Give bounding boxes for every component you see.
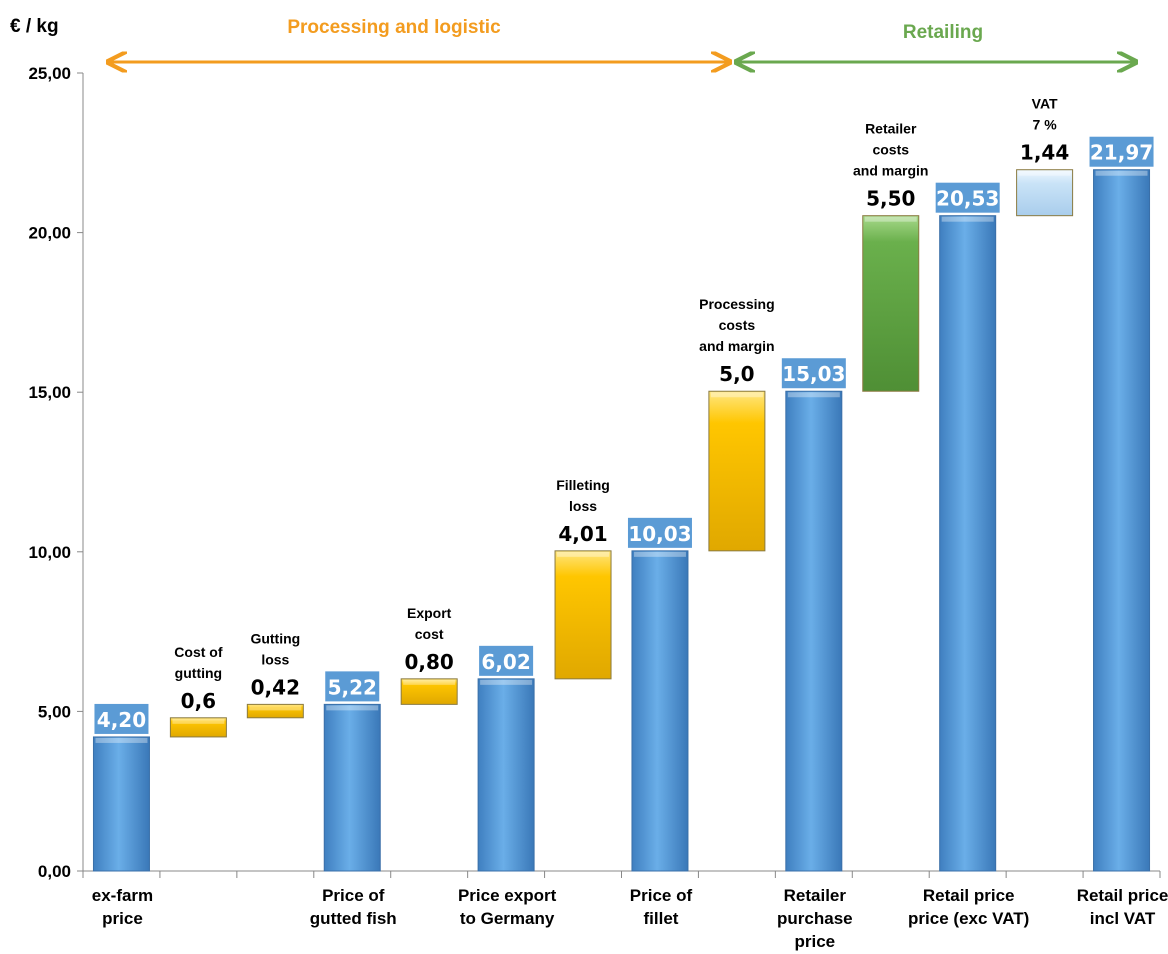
category-label: purchase — [777, 909, 853, 928]
bar-highlight — [249, 705, 302, 711]
bar — [708, 390, 766, 552]
bar-highlight — [95, 737, 148, 743]
bar — [631, 550, 689, 872]
step-annotation: and margin — [853, 163, 928, 179]
category-label: gutted fish — [310, 909, 397, 928]
step-annotation: loss — [261, 651, 289, 667]
value-label: 0,42 — [251, 675, 300, 699]
value-label: 5,22 — [328, 675, 377, 699]
value-label-box — [781, 358, 846, 389]
bars — [92, 169, 1151, 872]
bar-highlight — [633, 551, 686, 557]
section-retailing: Retailing — [736, 22, 1136, 62]
step-annotation: Export — [407, 605, 452, 621]
step-annotation: costs — [872, 142, 909, 158]
category-label: Retail price — [1077, 886, 1168, 905]
category-label: to Germany — [460, 909, 555, 928]
bar-highlight — [787, 392, 840, 398]
bar — [169, 717, 227, 738]
bar — [246, 703, 304, 719]
bar-highlight — [1018, 170, 1071, 176]
step-annotation: loss — [569, 498, 597, 514]
bar-highlight — [326, 705, 379, 711]
y-tick-label: 10,00 — [28, 543, 71, 562]
labels: 4,20 ex-farm price 0,6 Cost of gutting 0,42 Gut… — [92, 96, 1168, 951]
step-annotation: Retailer — [865, 121, 917, 137]
bar — [862, 215, 920, 392]
value-label-box — [627, 517, 692, 548]
section-processing: Processing and logistic — [108, 17, 730, 62]
bar — [323, 703, 381, 872]
bar-highlight — [1095, 170, 1148, 176]
bar-highlight — [864, 216, 917, 222]
y-tick-label: 5,00 — [38, 702, 71, 721]
value-label: 10,03 — [628, 522, 691, 546]
bar-highlight — [557, 551, 610, 557]
value-label: 1,44 — [1020, 141, 1069, 165]
step-annotation: Filleting — [556, 477, 610, 493]
value-label: 0,6 — [181, 689, 216, 713]
value-label-box — [479, 645, 534, 676]
value-label-box — [94, 703, 149, 734]
step-annotation: costs — [719, 317, 756, 333]
value-label-box — [1089, 136, 1154, 167]
category-label: price — [795, 932, 836, 951]
step-annotation: Gutting — [250, 630, 300, 646]
bar — [1016, 169, 1074, 217]
bar — [477, 678, 535, 872]
category-label: Retailer — [784, 886, 847, 905]
step-annotation: Processing — [699, 296, 774, 312]
category-label: Price of — [630, 886, 693, 905]
bar-highlight — [403, 679, 456, 685]
category-label: ex-farm — [92, 886, 153, 905]
value-label-box — [325, 671, 380, 702]
y-tick-label: 15,00 — [28, 383, 71, 402]
section-retailing-label: Retailing — [903, 22, 983, 43]
bar — [1093, 169, 1151, 872]
bar — [400, 678, 458, 705]
bar-highlight — [172, 718, 225, 724]
category-label: incl VAT — [1090, 909, 1156, 928]
category-label: Retail price — [923, 886, 1015, 905]
y-tick-label: 20,00 — [28, 224, 71, 243]
value-label: 15,03 — [782, 362, 845, 386]
category-label: fillet — [643, 909, 678, 928]
y-tick-label: 0,00 — [38, 862, 71, 881]
value-label: 20,53 — [936, 187, 999, 211]
category-label: price — [102, 909, 143, 928]
category-label: price (exc VAT) — [908, 909, 1029, 928]
step-annotation: VAT — [1032, 96, 1058, 112]
bar-highlight — [710, 392, 763, 398]
value-label: 4,20 — [97, 708, 146, 732]
value-label: 5,50 — [866, 187, 915, 211]
value-label: 0,80 — [404, 650, 453, 674]
category-label: Price of — [322, 886, 385, 905]
step-annotation: Cost of — [174, 644, 223, 660]
value-label: 5,0 — [719, 362, 754, 386]
axes: 0,00 5,00 10,00 15,00 20,00 25,00 — [28, 64, 1161, 881]
bar — [554, 550, 612, 680]
value-label: 21,97 — [1090, 141, 1153, 165]
value-label: 4,01 — [558, 522, 607, 546]
step-annotation: gutting — [175, 665, 222, 681]
y-tick-label: 25,00 — [28, 64, 71, 83]
section-processing-label: Processing and logistic — [287, 17, 501, 38]
category-label: Price export — [458, 886, 557, 905]
bar — [785, 390, 843, 872]
step-annotation: cost — [415, 626, 444, 642]
y-axis-unit-label: € / kg — [10, 16, 59, 37]
value-label-box — [935, 182, 1000, 213]
bar — [939, 215, 997, 872]
step-annotation: 7 % — [1033, 117, 1058, 133]
bar-highlight — [941, 216, 994, 222]
bar — [92, 736, 150, 872]
bar-highlight — [480, 679, 533, 685]
step-annotation: and margin — [699, 338, 774, 354]
value-label: 6,02 — [481, 650, 530, 674]
